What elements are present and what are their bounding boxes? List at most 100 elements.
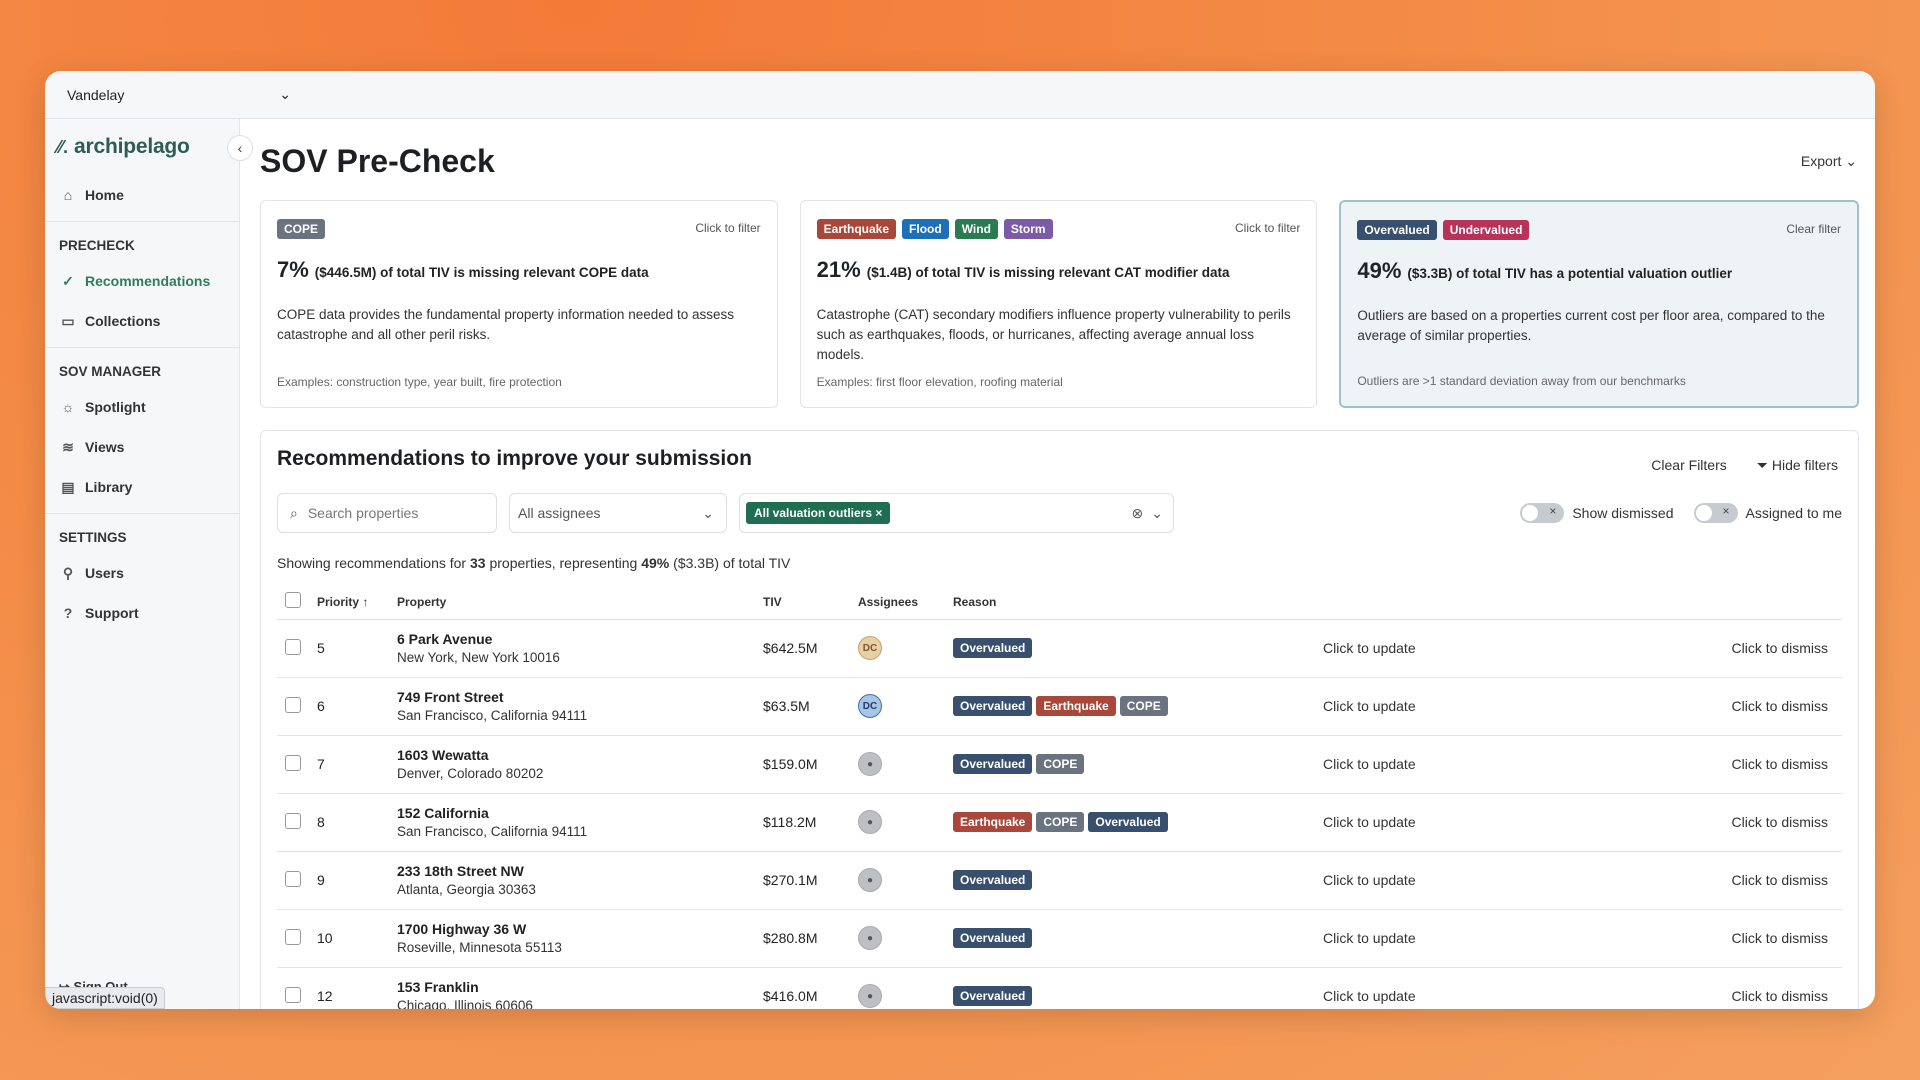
click-to-update-link[interactable]: Click to update [1323, 756, 1416, 772]
property-name[interactable]: 6 Park Avenue [397, 631, 493, 647]
avatar[interactable]: ● [858, 868, 882, 892]
sidebar-item-label: Views [85, 439, 125, 455]
avatar[interactable]: ● [858, 984, 882, 1008]
property-address: Roseville, Minnesota 55113 [397, 940, 562, 955]
category-tag[interactable]: Storm [1003, 219, 1053, 239]
reason-tag: Overvalued [953, 928, 1033, 948]
click-to-dismiss-link[interactable]: Click to dismiss [1731, 814, 1828, 830]
click-to-update-link[interactable]: Click to update [1323, 930, 1416, 946]
row-checkbox[interactable] [285, 812, 301, 829]
click-to-dismiss-link[interactable]: Click to dismiss [1731, 988, 1828, 1004]
summary-card[interactable]: Overvalued Undervalued Clear filter 49% ($3.… [1339, 200, 1860, 408]
click-to-update-link[interactable]: Click to update [1323, 698, 1416, 714]
click-to-update-link[interactable]: Click to update [1323, 814, 1416, 830]
sidebar-section-label: PRECHECK [45, 221, 239, 261]
logo-text: archipelago [74, 135, 190, 158]
sidebar-item-collections[interactable]: ▭ Collections [45, 301, 239, 341]
click-to-filter-link[interactable]: Click to filter [695, 221, 761, 235]
row-checkbox[interactable] [285, 928, 301, 945]
assigned-to-me-toggle[interactable]: × Assigned to me [1693, 503, 1842, 523]
toggle-switch[interactable]: × [1693, 503, 1738, 523]
toggle-switch[interactable]: × [1520, 503, 1565, 523]
assignees-select[interactable]: All assignees ⌄ [509, 493, 727, 533]
row-priority: 7 [317, 756, 325, 772]
reason-tags: Overvalued [953, 986, 1323, 1006]
table-row[interactable]: 7 1603 Wewatta Denver, Colorado 80202 $159.… [277, 735, 1842, 794]
click-to-dismiss-link[interactable]: Click to dismiss [1731, 756, 1828, 772]
category-tag[interactable]: Flood [902, 219, 949, 239]
table-row[interactable]: 5 6 Park Avenue New York, New York 10016 $6… [277, 619, 1842, 678]
click-to-update-link[interactable]: Click to update [1323, 988, 1416, 1004]
click-to-dismiss-link[interactable]: Click to dismiss [1731, 698, 1828, 714]
row-checkbox[interactable] [285, 696, 301, 713]
export-button[interactable]: Export ⌄ [1801, 153, 1857, 170]
close-icon[interactable]: × [875, 506, 883, 520]
property-name[interactable]: 1603 Wewatta [397, 747, 489, 763]
click-to-filter-link[interactable]: Click to filter [1235, 221, 1301, 235]
sidebar-item-support[interactable]: ? Support [45, 593, 239, 633]
avatar[interactable]: DC [858, 694, 882, 718]
search-input[interactable]: ⌕ Search properties [277, 493, 497, 533]
click-to-dismiss-link[interactable]: Click to dismiss [1731, 640, 1828, 656]
avatar[interactable]: ● [858, 752, 882, 776]
category-tag[interactable]: Overvalued [1357, 220, 1437, 240]
sidebar-item-recommendations[interactable]: ✓ Recommendations [45, 261, 239, 301]
chevron-down-icon[interactable]: ⌄ [1151, 504, 1163, 521]
avatar[interactable]: ● [858, 926, 882, 950]
table-row[interactable]: 12 153 Franklin Chicago, Illinois 60606 $41… [277, 967, 1842, 1009]
sidebar-item-label: Library [85, 479, 133, 495]
logo[interactable]: ⁄⁄. archipelago ‹ [45, 119, 253, 175]
search-placeholder: Search properties [307, 505, 419, 521]
property-name[interactable]: 233 18th Street NW [397, 863, 524, 879]
click-to-dismiss-link[interactable]: Click to dismiss [1731, 872, 1828, 888]
summary-count: 33 [470, 555, 486, 571]
row-checkbox[interactable] [285, 754, 301, 771]
hide-filters-button[interactable]: ⏷ Hide filters [1757, 457, 1838, 474]
category-tag[interactable]: Undervalued [1442, 220, 1530, 240]
property-name[interactable]: 1700 Highway 36 W [397, 921, 527, 937]
category-tag[interactable]: COPE [277, 219, 326, 239]
table-row[interactable]: 10 1700 Highway 36 W Roseville, Minnesota … [277, 909, 1842, 968]
summary-card[interactable]: COPE Click to filter 7% ($446.5M) of total … [260, 200, 778, 408]
category-tag[interactable]: Wind [954, 219, 998, 239]
sidebar-item-label: Home [85, 187, 124, 203]
clear-icon[interactable]: ⊗ [1131, 504, 1144, 521]
sidebar-item-views[interactable]: ≋ Views [45, 427, 239, 467]
table-row[interactable]: 8 152 California San Francisco, California… [277, 793, 1842, 852]
column-label: Priority [317, 594, 360, 609]
column-priority[interactable]: Priority ↑ [317, 585, 397, 620]
row-checkbox[interactable] [285, 986, 301, 1003]
show-dismissed-toggle[interactable]: × Show dismissed [1520, 503, 1674, 523]
sidebar-item-library[interactable]: ▤ Library [45, 467, 239, 507]
row-checkbox[interactable] [285, 870, 301, 887]
collapse-sidebar-button[interactable]: ‹ [227, 135, 253, 161]
row-checkbox[interactable] [285, 638, 301, 655]
click-to-dismiss-link[interactable]: Click to dismiss [1731, 930, 1828, 946]
clear-filters-button[interactable]: Clear Filters [1651, 457, 1727, 473]
avatar[interactable]: DC [858, 636, 882, 660]
filter-chip[interactable]: All valuation outliers × [746, 502, 891, 524]
summary-card[interactable]: Earthquake Flood Wind Storm Click to filter 2… [799, 200, 1318, 408]
table-row[interactable]: 9 233 18th Street NW Atlanta, Georgia 3036… [277, 851, 1842, 910]
click-to-update-link[interactable]: Click to update [1323, 640, 1416, 656]
table-row[interactable]: 6 749 Front Street San Francisco, Californ… [277, 677, 1842, 736]
status-tooltip: javascript:void(0) [45, 987, 165, 1009]
property-name[interactable]: 749 Front Street [397, 689, 504, 705]
property-name[interactable]: 152 California [397, 805, 489, 821]
summary-prefix: Showing recommendations for [277, 555, 467, 571]
sidebar-item-users[interactable]: ⚲ Users [45, 553, 239, 593]
sidebar-item-home[interactable]: ⌂ Home [45, 175, 239, 215]
property-address: Chicago, Illinois 60606 [397, 998, 533, 1009]
category-tag[interactable]: Earthquake [816, 219, 897, 239]
clear-filter-link[interactable]: Clear filter [1786, 222, 1842, 236]
reason-filter-select[interactable]: All valuation outliers × ⊗ ⌄ [739, 493, 1174, 533]
user-icon: ● [866, 758, 874, 770]
card-tags: Overvalued Undervalued [1357, 220, 1841, 240]
org-select[interactable]: Vandelay ⌄ [61, 77, 301, 113]
select-all-checkbox[interactable] [285, 592, 301, 609]
sidebar-item-spotlight[interactable]: ☼ Spotlight [45, 387, 239, 427]
avatar[interactable]: ● [858, 810, 882, 834]
property-name[interactable]: 153 Franklin [397, 979, 479, 995]
click-to-update-link[interactable]: Click to update [1323, 872, 1416, 888]
user-icon: ⚲ [62, 564, 74, 581]
